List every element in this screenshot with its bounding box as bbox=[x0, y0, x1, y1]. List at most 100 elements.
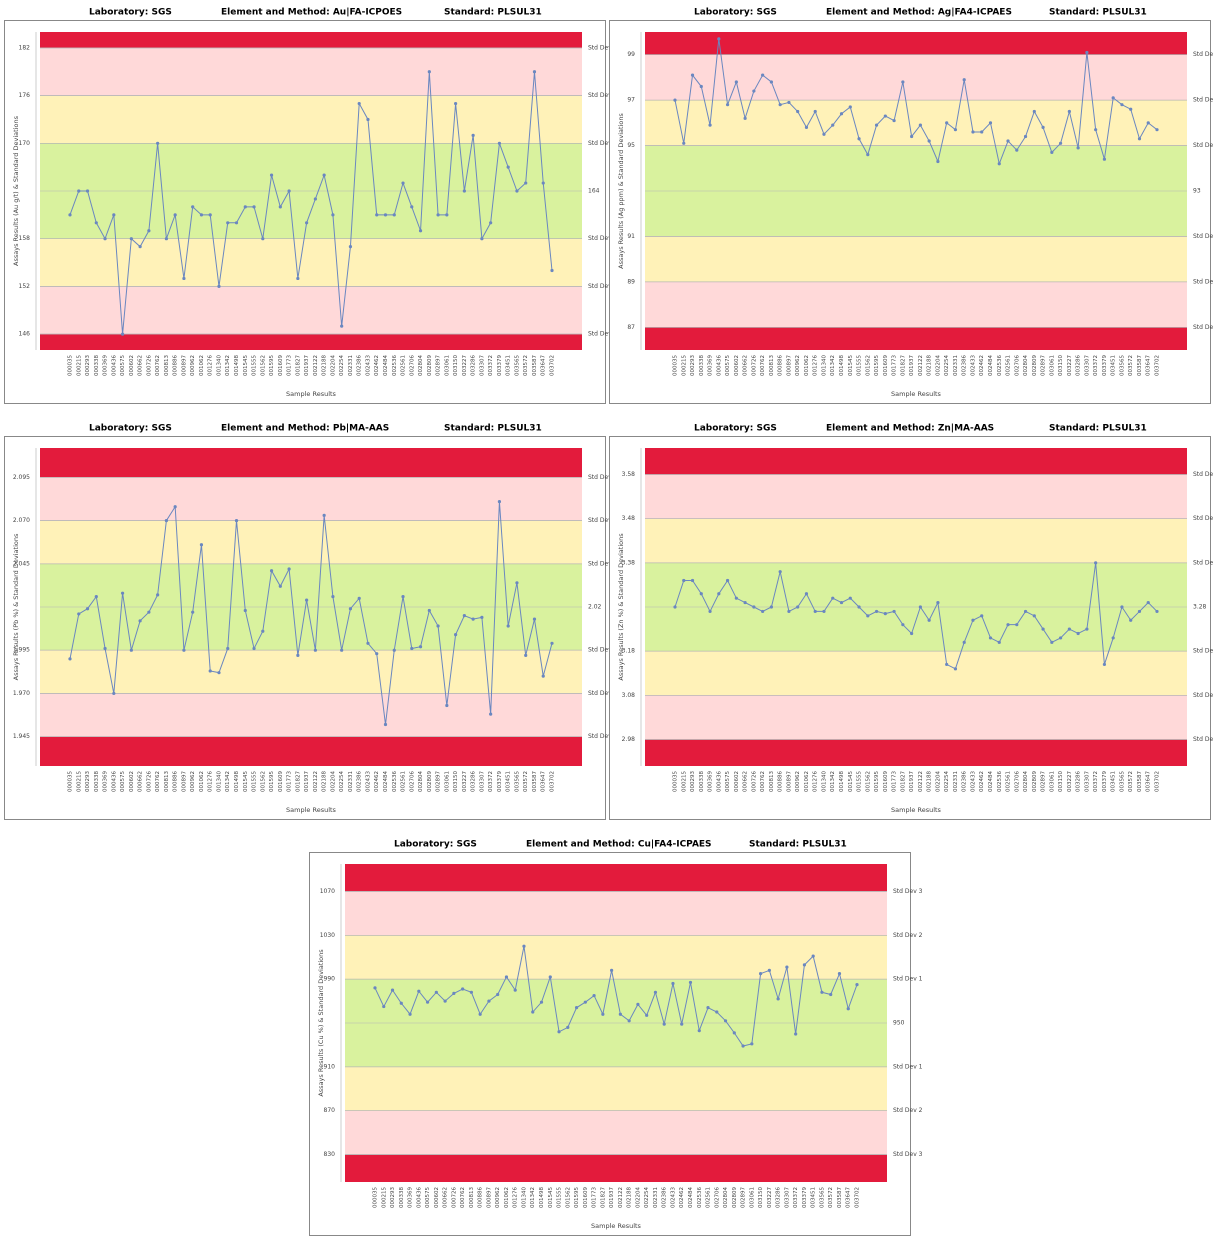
chart-panel: Laboratory: SGS Element and Method: Ag|FA… bbox=[609, 8, 1213, 404]
x-tick-label: 003372 bbox=[488, 771, 494, 792]
data-point bbox=[454, 633, 458, 637]
data-point bbox=[1032, 109, 1036, 114]
data-point bbox=[1137, 137, 1142, 141]
data-point bbox=[883, 612, 887, 616]
x-tick-label: 001276 bbox=[813, 771, 819, 792]
y-tick-label: 2.045 bbox=[13, 560, 30, 567]
data-point bbox=[697, 1029, 701, 1033]
data-point bbox=[837, 972, 842, 976]
lab-label: Laboratory: SGS bbox=[694, 8, 777, 18]
x-tick-label: 000897 bbox=[181, 771, 187, 792]
x-tick-label: 001062 bbox=[504, 1187, 510, 1208]
data-point bbox=[1111, 636, 1115, 640]
data-point bbox=[305, 598, 309, 602]
x-tick-label: 002331 bbox=[653, 1187, 659, 1208]
data-point bbox=[68, 213, 72, 217]
x-tick-label: 002122 bbox=[918, 771, 924, 792]
data-point bbox=[322, 513, 326, 518]
y-tick-label: 158 bbox=[19, 235, 31, 242]
y2-tick-label: Std Dev 2 bbox=[588, 92, 618, 99]
x-tick-label: 002254 bbox=[339, 355, 345, 376]
x-tick-label: 001340 bbox=[216, 771, 222, 792]
x-tick-label: 001827 bbox=[295, 771, 301, 792]
x-tick-label: 002484 bbox=[383, 355, 389, 376]
data-point bbox=[1129, 618, 1133, 622]
x-tick-label: 002706 bbox=[1014, 355, 1020, 376]
standard-label: Standard: PLSUL31 bbox=[444, 8, 542, 18]
x-tick-label: 001555 bbox=[557, 1187, 563, 1208]
data-point bbox=[953, 667, 958, 671]
x-tick-label: 003286 bbox=[1076, 355, 1082, 376]
data-point bbox=[857, 605, 861, 609]
x-tick-label: 002462 bbox=[679, 1187, 685, 1208]
series-line bbox=[374, 946, 858, 1047]
x-tick-label: 000762 bbox=[155, 355, 161, 376]
data-point bbox=[182, 276, 186, 281]
y2-tick-label: Std Dev 1 bbox=[588, 140, 618, 147]
x-tick-label: 003061 bbox=[1049, 771, 1055, 792]
x-tick-label: 003307 bbox=[784, 1187, 790, 1208]
data-point bbox=[331, 595, 335, 599]
x-tick-label: 003565 bbox=[1119, 771, 1125, 792]
data-point bbox=[550, 641, 554, 645]
x-tick-label: 002561 bbox=[1006, 771, 1012, 792]
sd-band bbox=[40, 95, 582, 144]
y-tick-label: 3.08 bbox=[622, 692, 636, 699]
x-tick-label: 002433 bbox=[970, 355, 976, 376]
x-tick-label: 000962 bbox=[190, 771, 196, 792]
data-point bbox=[848, 105, 852, 109]
x-tick-label: 001609 bbox=[883, 355, 889, 376]
data-point bbox=[462, 614, 466, 618]
x-tick-label: 003647 bbox=[1146, 771, 1152, 792]
data-point bbox=[373, 986, 377, 990]
data-point bbox=[1050, 640, 1054, 644]
data-point bbox=[471, 617, 475, 621]
x-tick-label: 000897 bbox=[486, 1187, 492, 1208]
x-tick-label: 000762 bbox=[760, 771, 766, 792]
data-point bbox=[988, 636, 993, 640]
data-point bbox=[725, 103, 730, 107]
y-tick-label: 830 bbox=[324, 1151, 336, 1158]
x-tick-label: 000215 bbox=[681, 355, 687, 376]
data-point bbox=[936, 600, 940, 605]
data-point bbox=[997, 640, 1001, 644]
data-point bbox=[1094, 561, 1098, 565]
data-point bbox=[147, 229, 151, 233]
x-tick-label: 002809 bbox=[1032, 355, 1038, 376]
x-tick-label: 001609 bbox=[278, 355, 284, 376]
data-point bbox=[1041, 125, 1045, 129]
lab-label: Laboratory: SGS bbox=[694, 424, 777, 434]
data-point bbox=[401, 181, 405, 185]
data-point bbox=[839, 112, 844, 116]
x-tick-label: 002204 bbox=[330, 771, 336, 792]
y2-tick-label: Std Dev 3 bbox=[588, 44, 618, 51]
data-point bbox=[601, 1012, 605, 1016]
x-tick-label: 000215 bbox=[681, 771, 687, 792]
data-point bbox=[340, 648, 344, 652]
y-tick-label: 1.945 bbox=[13, 733, 30, 740]
x-tick-label: 000293 bbox=[390, 1187, 396, 1208]
x-tick-label: 001342 bbox=[830, 355, 836, 376]
x-tick-label: 001555 bbox=[857, 771, 863, 792]
x-tick-label: 003647 bbox=[541, 771, 547, 792]
data-point bbox=[410, 205, 414, 209]
x-tick-label: 001595 bbox=[574, 1187, 580, 1208]
data-point bbox=[848, 596, 852, 600]
sd-band bbox=[345, 1154, 887, 1182]
x-tick-label: 000369 bbox=[103, 355, 109, 376]
data-point bbox=[831, 123, 835, 127]
data-point bbox=[252, 646, 256, 651]
y-tick-label: 95 bbox=[627, 142, 635, 149]
data-point bbox=[418, 229, 423, 233]
data-point bbox=[725, 578, 730, 583]
data-point bbox=[804, 125, 809, 129]
data-point bbox=[682, 578, 686, 583]
y2-tick-label: Std Dev 1 bbox=[588, 647, 618, 654]
x-tick-label: 002561 bbox=[1006, 355, 1012, 376]
x-tick-label: 001595 bbox=[269, 771, 275, 792]
data-point bbox=[813, 109, 817, 114]
y2-tick-label: Std Dev 2 bbox=[588, 517, 618, 524]
y2-tick-label: Std Dev 2 bbox=[1193, 515, 1213, 522]
x-tick-label: 003587 bbox=[532, 355, 538, 376]
x-tick-label: 001062 bbox=[199, 771, 205, 792]
